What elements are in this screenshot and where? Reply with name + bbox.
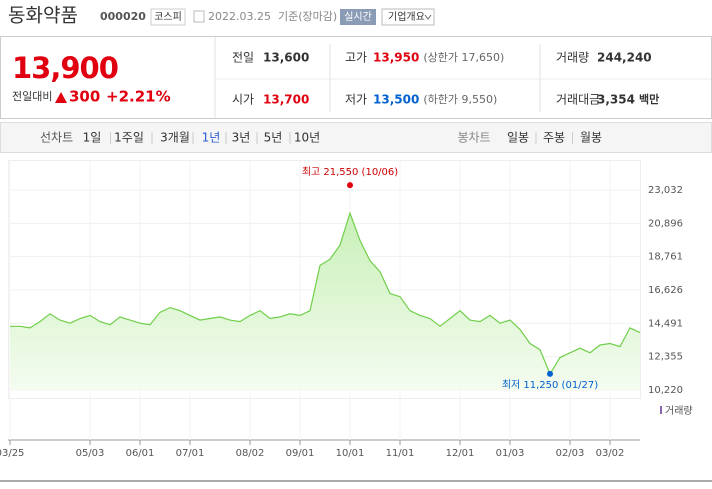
max-point (347, 182, 353, 189)
area (10, 213, 640, 390)
y-tick-label: 10,220 (648, 385, 683, 396)
x-tick-label: 02/03 (556, 448, 585, 459)
y-tick-label: 23,032 (648, 185, 683, 196)
stat-value: 3,354 (597, 93, 635, 107)
tab-label: 선차트 (40, 131, 73, 145)
stat-unit: 백만 (639, 92, 659, 106)
max-annotation: 최고 21,550 (10/06) (302, 166, 398, 178)
change-label: 전일대비 (12, 89, 52, 103)
y-tick-label: 14,491 (648, 318, 683, 329)
price-line (10, 211, 641, 376)
stat-value: 13,500 (373, 93, 419, 107)
stat-label: 거래량 (556, 51, 589, 65)
x-tick-label: 11/01 (386, 448, 415, 459)
x-tick-label: 03/25 (0, 448, 24, 459)
company-btn[interactable] (381, 8, 435, 26)
date: 2022.03.25 (208, 10, 271, 23)
period-tab[interactable]: 10년 (294, 131, 320, 145)
change: 300 (69, 88, 100, 106)
stat-label: 시가 (232, 93, 254, 107)
stat-value: 244,240 (597, 51, 652, 65)
calendar-icon (193, 10, 205, 23)
tab-bar (0, 122, 712, 153)
x-tick-label: 03/02 (596, 448, 625, 459)
min-point (547, 370, 553, 377)
x-tick-label: 08/02 (236, 448, 265, 459)
period-tab[interactable]: 3개월 (160, 131, 190, 145)
x-tick-label: 01/03 (496, 448, 525, 459)
price: 13,900 (12, 51, 118, 85)
chart-frame (8, 160, 641, 399)
basis: 기준(장마감) (278, 10, 337, 23)
period-tab[interactable]: 5년 (264, 131, 283, 145)
x-tick-label: 12/01 (446, 448, 475, 459)
tab-label: 봉차트 (457, 131, 490, 145)
y-tick-label: 20,896 (648, 218, 683, 229)
period-tab[interactable]: 1일 (83, 131, 102, 145)
stock-code: 000020 (100, 10, 146, 23)
market: 코스피 (154, 11, 182, 23)
summary-box (0, 36, 712, 119)
period-tab[interactable]: 3년 (232, 131, 251, 145)
stat-value: 13,600 (263, 51, 309, 65)
realtime[interactable]: 실시간 (344, 11, 372, 23)
x-tick-label: 07/01 (176, 448, 205, 459)
dropdown-icon (424, 14, 432, 20)
x-tick-label: 09/01 (286, 448, 315, 459)
volume-label: 거래량 (665, 405, 693, 417)
market-box (150, 8, 186, 26)
candle-tab[interactable]: 일봉 (507, 131, 529, 145)
y-tick-label: 18,761 (648, 252, 683, 263)
candle-tab[interactable]: 월봉 (580, 131, 602, 145)
x-tick-label: 10/01 (336, 448, 365, 459)
stat-value: 13,950 (373, 51, 419, 65)
stat-note: (하한가 9,550) (423, 92, 497, 106)
stat-label: 고가 (345, 51, 367, 65)
period-tab[interactable]: 1주일 (114, 131, 144, 145)
change-pct: +2.21% (106, 88, 171, 106)
y-tick-label: 16,626 (648, 285, 683, 296)
period-tab[interactable]: 1년 (202, 131, 221, 145)
candle-tab[interactable]: 주봉 (543, 131, 565, 145)
y-tick-label: 12,355 (648, 352, 683, 363)
x-tick-label: 06/01 (126, 448, 155, 459)
stat-note: (상한가 17,650) (423, 51, 504, 64)
stat-label: 저가 (345, 93, 367, 107)
stat-label: 전일 (232, 51, 254, 65)
x-tick-label: 05/03 (76, 448, 105, 459)
stock-name: 동화약품 (8, 5, 78, 27)
stat-value: 13,700 (263, 93, 309, 107)
company-info[interactable]: 기업개요 (388, 10, 425, 23)
realtime-btn[interactable] (340, 9, 376, 25)
min-annotation: 최저 11,250 (01/27) (502, 379, 598, 391)
up-icon (55, 92, 67, 103)
stat-label: 거래대금 (556, 93, 600, 107)
volume-legend-icon (660, 406, 662, 414)
